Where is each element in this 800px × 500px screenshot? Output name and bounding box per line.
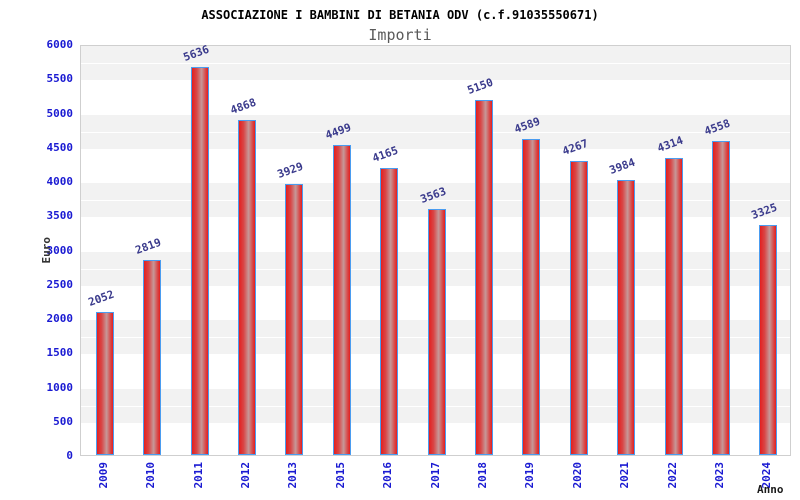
y-tick-label: 2000 [46,312,74,325]
chart-subtitle: Importi [368,26,432,44]
grid-line [81,63,790,65]
grid-line [81,200,790,202]
y-tick-label: 5000 [46,106,74,120]
bar [95,312,114,455]
y-tick-label: 1000 [46,380,74,394]
plot-area: 2052 2819 5636 4868 3929 4499 4165 3563 5150 4589… [80,43,791,456]
x-tick-label: 2017 [428,462,442,489]
y-tick-label: 2500 [46,277,74,291]
x-tick-label: 2021 [618,462,632,489]
bar [522,138,541,455]
bar [617,180,636,455]
x-tick-label: 2012 [238,462,252,489]
x-tick-label: 2016 [381,462,395,489]
x-tick-label: 2023 [712,462,726,489]
x-tick-label: 2013 [286,462,300,489]
y-tick-label: 1500 [46,346,74,360]
y-tick-label: 5500 [46,72,74,86]
bar [474,100,493,455]
bar [143,259,162,455]
bar [237,119,256,455]
y-tick-label: 3500 [46,209,74,223]
bar [285,183,304,455]
x-tick-label: 2009 [96,462,110,489]
y-tick-label: 4000 [46,175,74,188]
y-tick-label: 0 [66,449,73,462]
bar [711,140,730,455]
y-axis-title: Euro [40,237,53,264]
x-tick-label: 2018 [475,462,489,489]
x-tick-label: 2019 [523,462,537,489]
bar-value-label: 2052 [86,288,116,310]
x-tick-label: 2010 [144,462,158,489]
bar [569,160,588,455]
bar [190,66,209,455]
x-tick-label: 2022 [665,462,679,489]
bar [759,225,778,455]
y-tick-label: 3000 [46,243,74,257]
x-tick-label: 2015 [333,462,347,489]
y-tick-label: 500 [53,414,73,428]
bar [332,144,351,455]
bar-value-label: 4868 [228,95,258,117]
x-axis-title: Anno [757,483,784,496]
bar-value-label: 3984 [607,155,637,178]
x-tick-label: 2020 [570,462,584,489]
bar [427,208,446,455]
bar [664,157,683,455]
chart-title: ASSOCIAZIONE I BAMBINI DI BETANIA ODV (c… [201,8,599,22]
grid-line [81,131,790,133]
x-tick-label: 2011 [191,462,205,489]
y-tick-label: 4500 [46,140,74,154]
bar-value-label: 3929 [275,159,306,181]
y-tick-label: 6000 [46,38,74,51]
bar [380,167,399,455]
